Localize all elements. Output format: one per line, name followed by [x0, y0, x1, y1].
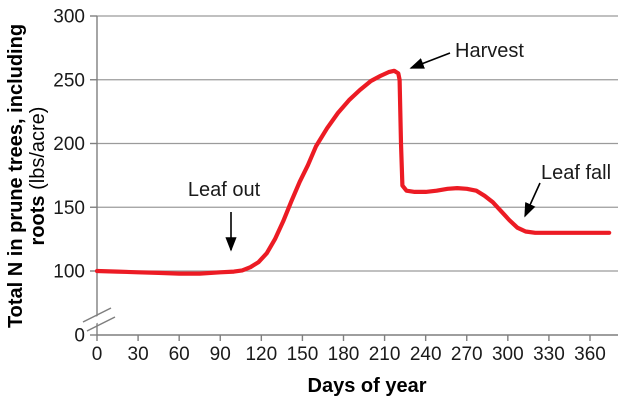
leaf-fall-label: Leaf fall [541, 162, 611, 184]
x-tick-label-30: 30 [128, 344, 149, 365]
axis-break-slash-2 [86, 316, 116, 332]
leaf-fall-arrow-icon [524, 182, 541, 218]
x-axis-title: Days of year [308, 375, 427, 397]
x-tick-label-60: 60 [169, 344, 190, 365]
annotation-leaf-fall: Leaf fall [524, 162, 611, 218]
x-tick-label-360: 360 [574, 344, 606, 365]
y-axis-title: Total N in prune trees, including roots (… [5, 24, 49, 328]
harvest-label: Harvest [455, 40, 524, 62]
tick-labels: 300 250 200 150 100 00 30 60 90 120 150 180 210 240 27… [53, 7, 606, 365]
leaf-out-label: Leaf out [188, 179, 261, 201]
annotation-harvest: Harvest [409, 40, 524, 69]
x-tick-label-300: 300 [492, 344, 524, 365]
harvest-arrow-icon [409, 52, 451, 69]
y-axis-title-line-1: Total N in prune trees, including [5, 24, 27, 328]
annotation-leaf-out: Leaf out [188, 179, 261, 252]
x-tick-label-210: 210 [369, 344, 401, 365]
x-tick-label-240: 240 [410, 344, 442, 365]
y-axis-title-line-2: roots (lbs/acre) [27, 107, 49, 246]
x-tick-label-150: 150 [287, 344, 319, 365]
y-tick-label-150: 150 [53, 198, 85, 219]
x-tick-label-180: 180 [328, 344, 360, 365]
axis-break-gap [82, 309, 115, 329]
axes [82, 15, 618, 341]
nitrogen-line-series [94, 68, 612, 276]
x-tick-label-270: 270 [451, 344, 483, 365]
y-tick-label-0: 0 [74, 326, 85, 347]
axis-break-slash-1 [82, 307, 112, 323]
x-tick-label-120: 120 [245, 344, 277, 365]
y-tick-label-250: 250 [53, 70, 85, 91]
x-tick-label-90: 90 [210, 344, 231, 365]
y-tick-label-200: 200 [53, 134, 85, 155]
x-tick-label-330: 330 [533, 344, 565, 365]
x-tick-label-0: 0 [92, 344, 103, 365]
y-tick-label-300: 300 [53, 7, 85, 28]
y-tick-label-100: 100 [53, 262, 85, 283]
